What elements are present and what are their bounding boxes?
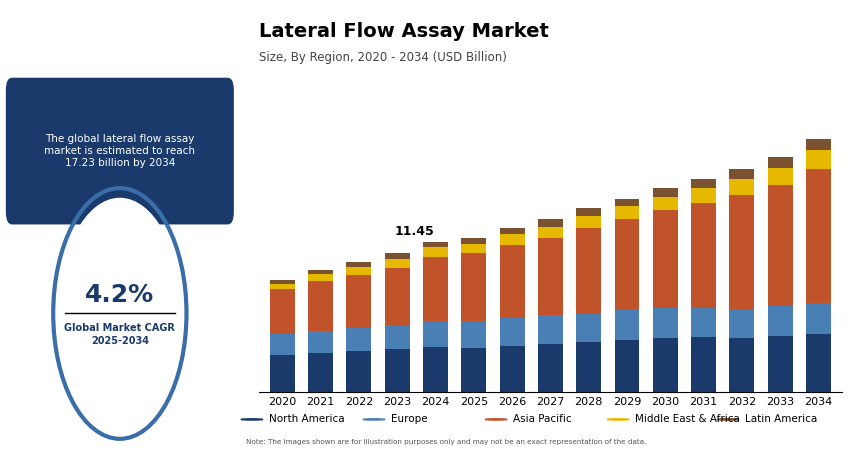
Text: Size, By Region, 2020 - 2034 (USD Billion): Size, By Region, 2020 - 2034 (USD Billio… [259,51,507,64]
Text: Note: The images shown are for illustration purposes only and may not be an exac: Note: The images shown are for illustrat… [246,439,646,445]
Bar [269,284,295,289]
Bar [729,195,754,309]
Text: Asia Pacific: Asia Pacific [513,414,572,424]
Bar [385,325,410,350]
Bar [691,308,716,337]
Bar [269,280,295,284]
Text: Lateral Flow Assay Market: Lateral Flow Assay Market [259,22,549,41]
Bar [462,239,486,244]
Bar [691,337,716,392]
Text: North America: North America [269,414,344,424]
Bar [691,203,716,308]
Bar [615,199,639,207]
Bar [347,267,371,275]
Bar [576,228,601,314]
Circle shape [607,419,629,420]
Bar [653,188,677,197]
Bar [768,184,793,306]
Bar [385,253,410,259]
Bar [308,270,333,274]
Bar [308,331,333,353]
Text: 11.45: 11.45 [394,225,434,238]
Bar [615,309,639,340]
Bar [308,274,333,281]
Bar [347,262,371,267]
Bar [768,306,793,336]
Bar [806,303,831,334]
Bar [615,219,639,309]
Bar [423,248,448,257]
Bar [538,220,563,227]
Bar [500,318,524,346]
Text: 2025-2034: 2025-2034 [91,336,149,345]
Bar [538,345,563,392]
Bar [615,207,639,219]
Bar [538,239,563,315]
Bar [347,275,371,328]
Bar [500,228,524,235]
Text: Middle East & Africa: Middle East & Africa [635,414,740,424]
Bar [806,139,831,151]
Circle shape [363,419,385,420]
Text: POLARIS: POLARIS [83,22,156,37]
Bar [806,151,831,169]
Circle shape [241,419,263,420]
Bar [729,309,754,338]
Circle shape [59,198,181,428]
Bar [347,351,371,392]
Text: 4.2%: 4.2% [85,283,155,308]
Bar [653,210,677,308]
Bar [308,353,333,392]
Bar [385,350,410,392]
Bar [538,315,563,345]
Text: MARKET RESEARCH: MARKET RESEARCH [77,43,162,52]
Bar [462,348,486,392]
Bar [462,321,486,348]
Bar [729,338,754,392]
Bar [347,328,371,351]
Bar [768,336,793,392]
Bar [768,168,793,184]
Bar [538,227,563,239]
Bar [576,314,601,342]
Text: Source: www.polarismarketresearch.com: Source: www.polarismarketresearch.com [48,437,191,443]
Bar [729,179,754,195]
Bar [653,197,677,210]
Bar [500,235,524,245]
Bar [729,170,754,179]
Bar [576,216,601,228]
Text: ★: ★ [115,9,125,19]
Bar [423,257,448,321]
Bar [768,157,793,168]
Text: Latin America: Latin America [745,414,818,424]
FancyBboxPatch shape [5,77,235,226]
Bar [806,169,831,303]
Text: The global lateral flow assay
market is estimated to reach
17.23 billion by 2034: The global lateral flow assay market is … [44,134,196,168]
Bar [806,334,831,392]
Bar [500,245,524,318]
Bar [269,334,295,355]
Bar [462,253,486,321]
Circle shape [485,419,507,420]
Text: Europe: Europe [391,414,428,424]
Bar [500,346,524,392]
Bar [423,347,448,392]
Bar [615,340,639,392]
Bar [308,281,333,331]
Bar [653,338,677,392]
Bar [691,179,716,188]
Bar [385,268,410,325]
Bar [462,244,486,253]
Bar [423,321,448,347]
Circle shape [717,419,739,420]
Bar [269,355,295,392]
Bar [653,308,677,338]
Bar [576,207,601,216]
Bar [691,188,716,203]
Bar [269,289,295,334]
Bar [576,342,601,392]
Text: Global Market CAGR: Global Market CAGR [65,323,175,333]
Bar [423,242,448,248]
Bar [385,259,410,268]
